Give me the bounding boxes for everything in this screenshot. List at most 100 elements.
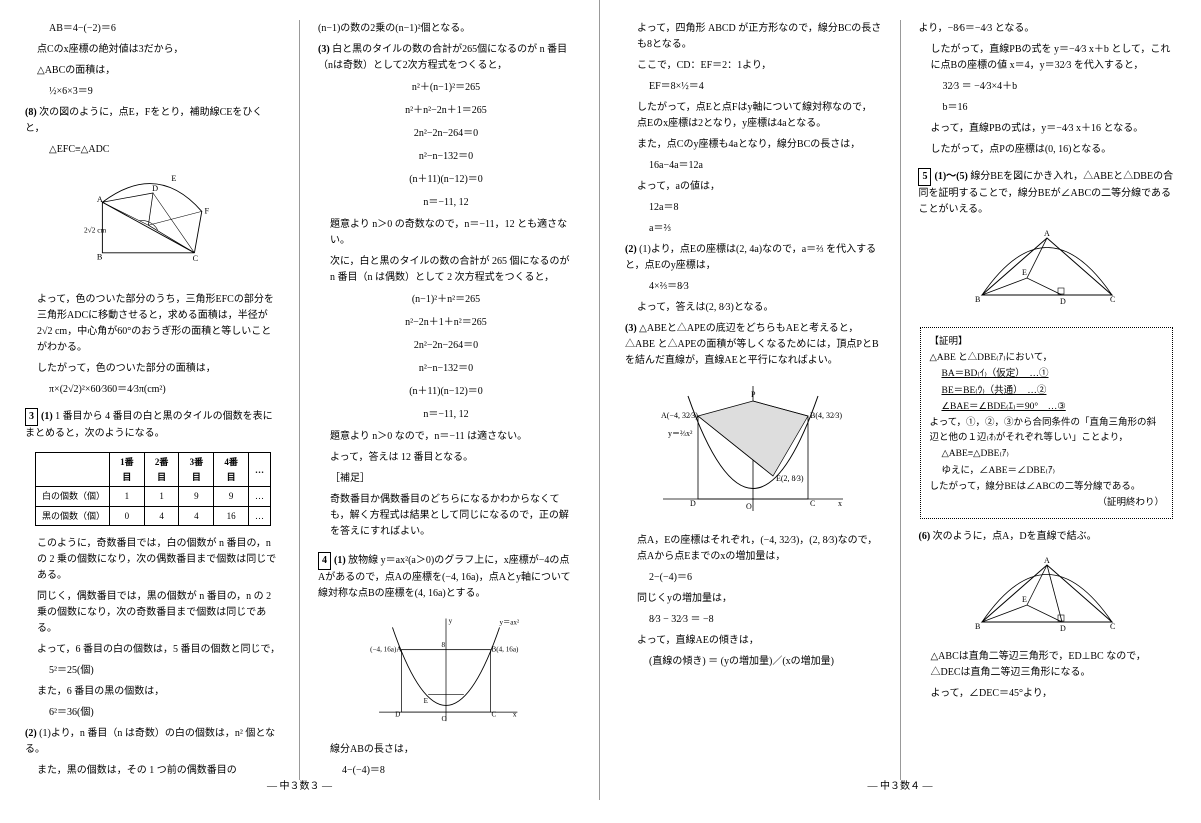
svg-text:y: y [449,617,453,625]
equation: EF＝8×½＝4 [625,79,882,95]
text: 線分ABの長さは， [318,742,574,758]
equation: n＝−11, 12 [318,407,574,423]
column-divider [299,20,300,780]
svg-text:E: E [171,174,176,183]
figure-parabola-2: y＝⅔x² A(−4, 32⁄3) B(4, 32⁄3) C D E(2, 8⁄… [658,381,848,521]
figure-triangle-abe: A B C D E [972,230,1122,310]
equation: (n＋11)(n−12)＝0 [318,172,574,188]
proof-line: ∠BAE＝∠BDE₍ｴ₎＝90° …③ [929,400,1164,415]
svg-text:x: x [513,711,517,719]
column-divider [900,20,901,780]
text: AB＝4−(−2)＝6 [25,21,281,37]
text: したがって，点Pの座標は(0, 16)となる。 [918,142,1175,158]
page-right-col2: より，−8⁄6＝−4⁄3 となる。 したがって，直線PBの式を y＝−4⁄3 x… [918,20,1175,780]
equation: n²−2n＋1＋n²＝265 [318,315,574,331]
svg-text:D: D [1060,297,1066,306]
svg-text:E: E [1022,595,1027,604]
figure-parabola-1: y＝ax² (−4, 16a)A B(4, 16a) C D E O x y 8 [361,614,531,730]
text: よって，答えは 12 番目となる。 [318,450,574,466]
proof-line: △ABE と△DBE₍ｱ₎において， [929,351,1164,366]
equation: 12a＝8 [625,200,882,216]
svg-text:C: C [1110,622,1115,631]
equation: n²＋(n−1)²＝265 [318,80,574,96]
proof-box: 【証明】 △ABE と△DBE₍ｱ₎において， BA＝BD₍ｲ₎（仮定） …① … [920,327,1173,519]
equation: 32⁄3 ＝ −4⁄3×4＋b [918,79,1175,95]
svg-text:B(4, 32⁄3): B(4, 32⁄3) [810,411,842,420]
svg-text:(−4, 16a)A: (−4, 16a)A [370,645,402,653]
svg-text:D: D [690,499,696,508]
section-3-3: (3) 白と黒のタイルの数の合計が265個になるのが n 番目（nは奇数）として… [318,42,574,74]
text: より，−8⁄6＝−4⁄3 となる。 [918,21,1175,37]
proof-line: BA＝BD₍ｲ₎（仮定） …① [929,367,1164,382]
text: ½×6×3＝9 [25,84,281,100]
text: 同じくyの増加量は， [625,591,882,607]
text: 題意より n＞0 の奇数なので，n＝−11，12 とも適さない。 [318,217,574,249]
proof-end: （証明終わり） [929,496,1164,511]
text: △ABCの面積は， [25,63,281,79]
equation: 6²＝36(個) [25,705,281,721]
svg-text:A: A [97,195,103,204]
page-left-col2: (n−1)の数の2乗の(n−1)²個となる。 (3) 白と黒のタイルの数の合計が… [318,20,574,780]
svg-text:A: A [1044,557,1050,565]
text: よって，四角形 ABCD が正方形なので，線分BCの長さも8となる。 [625,21,882,53]
text: 点Cのx座標の絶対値は3だから， [25,42,281,58]
tile-count-table: 1番目 2番目 3番目 4番目 … 白の個数（個） 1 1 9 9 … 黒の個数… [35,452,271,526]
text: 次に，白と黒のタイルの数の合計が 265 個になるのが n 番目（n は偶数）と… [318,254,574,286]
text: したがって，点Eと点Fはy軸について線対称なので，点Eのx座標は2となり，y座標… [625,100,882,132]
text: (n−1)の数の2乗の(n−1)²個となる。 [318,21,574,37]
svg-text:P: P [751,390,756,399]
equation: 5²＝25(個) [25,663,281,679]
page-left: AB＝4−(−2)＝6 点Cのx座標の絶対値は3だから， △ABCの面積は， ½… [0,0,600,800]
text: したがって，色のついた部分の面積は， [25,361,281,377]
equation: n²−n−132＝0 [318,149,574,165]
proof-title: 【証明】 [929,335,1164,350]
equation: b＝16 [918,100,1175,116]
equation: n²−n−132＝0 [318,361,574,377]
svg-text:E: E [424,697,428,705]
svg-text:C: C [810,499,815,508]
svg-text:B: B [975,622,980,631]
equation: 8⁄3 − 32⁄3 ＝ −8 [625,612,882,628]
text: 奇数番目か偶数番目のどちらになるかわからなくても，解く方程式は結果として同じにな… [318,492,574,540]
svg-text:B: B [97,252,103,261]
text: また，点Cのy座標も4aとなり，線分BCの長さは， [625,137,882,153]
figure-sector-efc: A B C D E F 2√2 cm [78,170,228,280]
page-spread: AB＝4−(−2)＝6 点Cのx座標の絶対値は3だから， △ABCの面積は， ½… [0,0,1201,800]
text: よって，aの値は， [625,179,882,195]
equation: a＝⅔ [625,221,882,237]
equation: 2−(−4)＝6 [625,570,882,586]
text: 同じく，偶数番目では，黒の個数が n 番目の，n の 2 乗の個数になり，次の奇… [25,589,281,637]
proof-line: ゆえに，∠ABE＝∠DBE₍ｱ₎ [929,464,1164,479]
equation: π×(2√2)²×60⁄360＝4⁄3π(cm²) [25,382,281,398]
svg-text:y＝⅔x²: y＝⅔x² [668,429,693,438]
svg-text:y＝ax²: y＝ax² [500,619,520,627]
proof-line: △ABE≡△DBE₍ｱ₎ [929,447,1164,462]
page-right-col1: よって，四角形 ABCD が正方形なので，線分BCの長さも8となる。 ここで，C… [625,20,882,780]
svg-text:A: A [1044,230,1050,238]
equation: (n−1)²＋n²＝265 [318,292,574,308]
text: よって，∠DEC＝45°より， [918,686,1175,702]
svg-text:O: O [442,715,447,723]
svg-text:B: B [975,295,980,304]
section-6: (6) 次のように，点A，Dを直線で結ぶ。 [918,529,1175,545]
text: このように，奇数番目では，白の個数が n 番目の，n の 2 乗の個数になり，次… [25,536,281,584]
text: よって，6 番目の白の個数は，5 番目の個数と同じで， [25,642,281,658]
svg-text:C: C [1110,295,1115,304]
equation: (n＋11)(n−12)＝0 [318,384,574,400]
equation: n＝−11, 12 [318,195,574,211]
text: 題意より n＞0 なので，n＝−11 は適さない。 [318,429,574,445]
svg-text:D: D [395,711,400,719]
section-4-2: (2) (1)より，点Eの座標は(2, 4a)なので，a＝⅔ を代入すると，点E… [625,242,882,274]
equation: n²＋n²−2n＋1＝265 [318,103,574,119]
proof-line: したがって，線分BEは∠ABCの二等分線である。 [929,480,1164,495]
text: よって，直線PBの式は，y＝−4⁄3 x＋16 となる。 [918,121,1175,137]
proof-line: BE＝BE₍ｳ₎（共通） …② [929,384,1164,399]
svg-text:F: F [205,206,210,215]
section-5: 5(1)〜(5) 線分BEを図にかき入れ，△ABEと△DBEの合同を証明すること… [918,168,1175,218]
svg-text:A(−4, 32⁄3): A(−4, 32⁄3) [661,411,698,420]
section-8-head: (8) 次の図のように，点E，Fをとり，補助線CEをひくと， [25,105,281,137]
text: 点A，Eの座標はそれぞれ，(−4, 32⁄3)，(2, 8⁄3)なので，点Aから… [625,533,882,565]
text: △ABCは直角二等辺三角形で，ED⊥BC なので，△DECは直角二等辺三角形にな… [918,649,1175,681]
section-4-3: (3) △ABEと△APEの底辺をどちらもAEと考えると，△ABE と△APEの… [625,321,882,369]
text: また，6 番目の黒の個数は， [25,684,281,700]
